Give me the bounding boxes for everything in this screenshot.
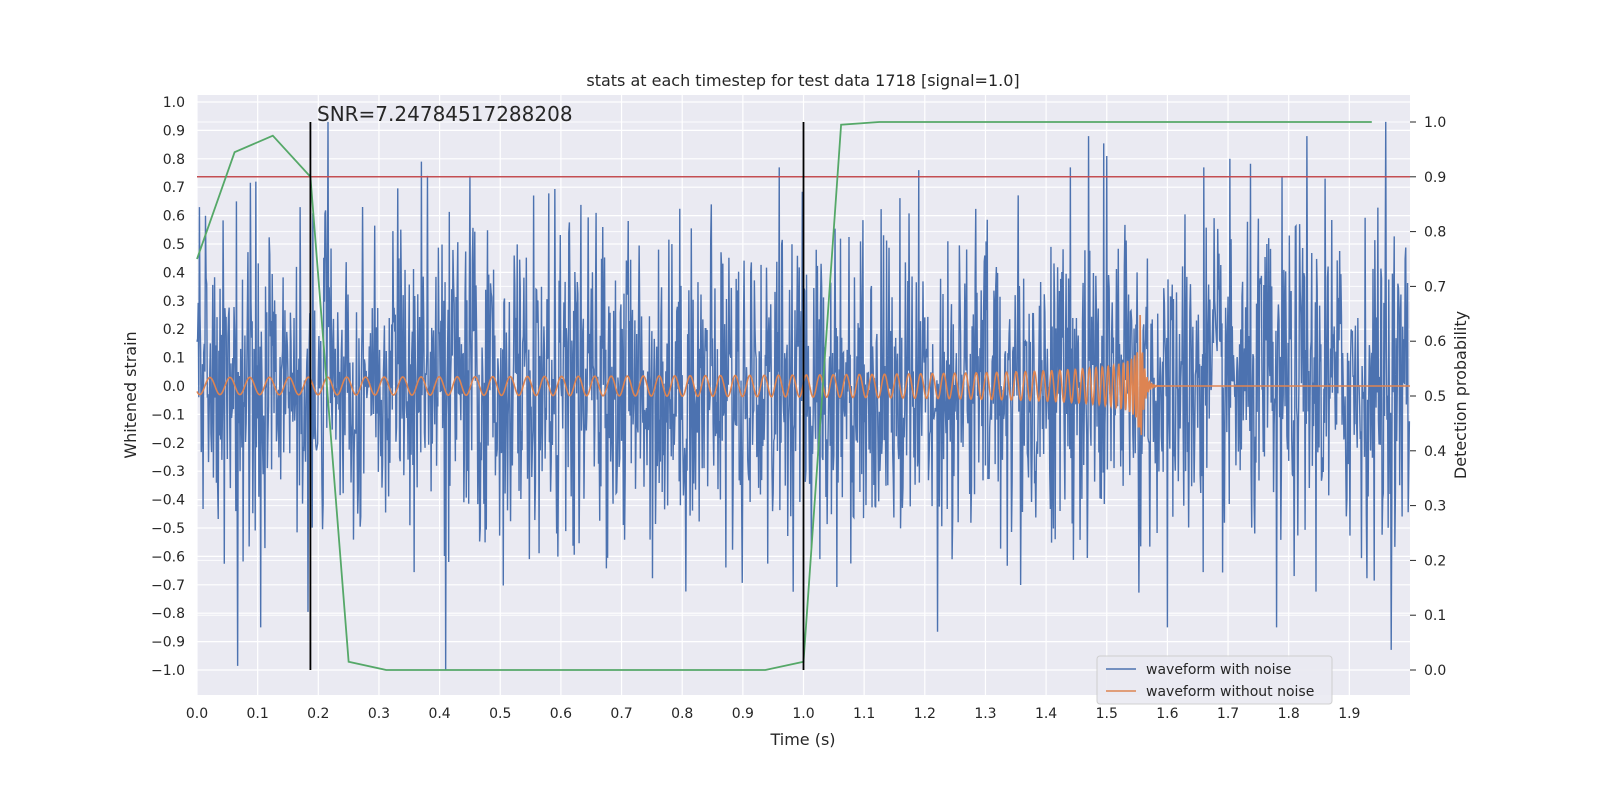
x-tick-label: 0.3 bbox=[368, 706, 390, 722]
y-axis-label: Whitened strain bbox=[121, 331, 140, 458]
legend: waveform with noise waveform without noi… bbox=[1096, 655, 1333, 705]
y-tick-label: −0.7 bbox=[151, 578, 185, 594]
y-tick-label: 0.5 bbox=[163, 237, 185, 253]
y-tick-label: 0.6 bbox=[163, 209, 185, 225]
y-tick-label: 0.8 bbox=[163, 152, 185, 168]
x-tick-label: 0.6 bbox=[550, 706, 572, 722]
y2-tick-label: 0.3 bbox=[1424, 499, 1446, 515]
y2-tick-label: 0.6 bbox=[1424, 334, 1446, 350]
legend-label-clean: waveform without noise bbox=[1146, 684, 1314, 700]
y2-axis-label: Detection probability bbox=[1451, 311, 1470, 479]
y-tick-label: −0.9 bbox=[151, 635, 185, 651]
y2-tick-label: 0.0 bbox=[1424, 663, 1446, 679]
y-tick-label: −0.2 bbox=[151, 436, 185, 452]
x-tick-label: 1.5 bbox=[1096, 706, 1118, 722]
y-tick-label: 0.4 bbox=[163, 265, 185, 281]
y-tick-label: 0.3 bbox=[163, 294, 185, 310]
x-tick-label: 1.4 bbox=[1035, 706, 1057, 722]
detection-probability-line bbox=[196, 121, 1372, 671]
x-tick-label: 0.1 bbox=[247, 706, 269, 722]
ticks: 0.0 0.1 0.2 0.3 0.4 0.5 0.6 0.7 0.8 0.9 1.0 1.1 1.2 1… bbox=[151, 95, 1446, 722]
x-tick-label: 0.8 bbox=[671, 706, 693, 722]
legend-label-noisy: waveform with noise bbox=[1146, 662, 1291, 678]
x-tick-label: 1.7 bbox=[1217, 706, 1239, 722]
y2-tick-label: 0.7 bbox=[1424, 279, 1446, 295]
x-tick-label: 1.0 bbox=[792, 706, 814, 722]
x-tick-label: 0.0 bbox=[186, 706, 208, 722]
x-tick-label: 0.7 bbox=[610, 706, 632, 722]
y-tick-label: −0.5 bbox=[151, 521, 185, 537]
x-tick-label: 1.3 bbox=[974, 706, 996, 722]
y2-tick-label: 0.2 bbox=[1424, 553, 1446, 569]
legend-box bbox=[1096, 655, 1333, 705]
y-tick-label: −0.4 bbox=[151, 493, 185, 509]
y-tick-label: 0.9 bbox=[163, 123, 185, 139]
y2-tick-label: 0.1 bbox=[1424, 608, 1446, 624]
x-axis-label: Time (s) bbox=[769, 730, 835, 749]
x-tick-label: 0.4 bbox=[428, 706, 450, 722]
y2-tick-label: 0.8 bbox=[1424, 225, 1446, 241]
series-layer bbox=[196, 121, 1411, 671]
y-tick-label: −0.1 bbox=[151, 407, 185, 423]
y2-tick-label: 1.0 bbox=[1424, 115, 1446, 131]
x-tick-label: 1.6 bbox=[1156, 706, 1178, 722]
x-tick-label: 0.2 bbox=[307, 706, 329, 722]
x-tick-label: 0.9 bbox=[732, 706, 754, 722]
x-tick-label: 1.2 bbox=[914, 706, 936, 722]
x-tick-label: 1.1 bbox=[853, 706, 875, 722]
x-tick-label: 1.9 bbox=[1338, 706, 1360, 722]
y-tick-label: −0.8 bbox=[151, 606, 185, 622]
y-tick-label: −0.3 bbox=[151, 464, 185, 480]
snr-annotation: SNR=7.24784517288208 bbox=[317, 102, 573, 126]
y2-tick-label: 0.9 bbox=[1424, 170, 1446, 186]
y-tick-label: −0.6 bbox=[151, 549, 185, 565]
y2-tick-label: 0.5 bbox=[1424, 389, 1446, 405]
y-tick-label: 0.0 bbox=[163, 379, 185, 395]
y-tick-label: 1.0 bbox=[163, 95, 185, 111]
x-tick-label: 0.5 bbox=[489, 706, 511, 722]
y-tick-label: −1.0 bbox=[151, 663, 185, 679]
y-tick-label: 0.2 bbox=[163, 322, 185, 338]
y-tick-label: 0.1 bbox=[163, 351, 185, 367]
y2-tick-label: 0.4 bbox=[1424, 444, 1446, 460]
chart-title: stats at each timestep for test data 171… bbox=[586, 71, 1019, 90]
x-tick-label: 1.8 bbox=[1278, 706, 1300, 722]
y-tick-label: 0.7 bbox=[163, 180, 185, 196]
